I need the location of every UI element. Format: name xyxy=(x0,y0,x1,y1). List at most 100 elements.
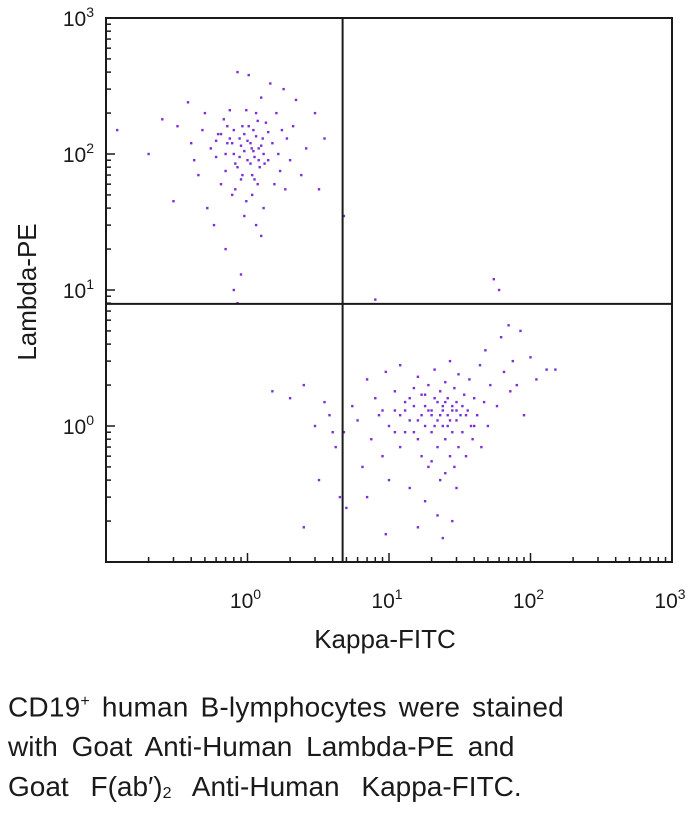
data-point xyxy=(172,200,175,203)
caption-line-3: Goat F(ab′)2 Anti-Human Kappa-FITC. xyxy=(8,767,698,814)
data-point xyxy=(228,109,231,112)
data-point xyxy=(214,139,218,142)
data-point xyxy=(246,139,249,142)
caption-line-2: with Goat Anti-Human Lambda-PE and xyxy=(8,731,515,763)
data-point xyxy=(484,349,487,352)
data-point xyxy=(436,400,439,404)
data-point xyxy=(399,445,402,449)
data-point xyxy=(323,400,326,404)
data-point xyxy=(267,159,270,162)
x-tick-label: 102 xyxy=(513,586,544,613)
data-point xyxy=(222,118,225,121)
data-point xyxy=(393,409,397,412)
data-point xyxy=(226,125,229,128)
data-point xyxy=(446,424,449,428)
data-point xyxy=(469,424,473,428)
data-point xyxy=(387,478,391,482)
data-point xyxy=(262,206,265,210)
data-point xyxy=(423,500,427,503)
data-point xyxy=(232,128,235,132)
caption-fab: Goat F(ab′) xyxy=(8,771,163,803)
data-point xyxy=(444,400,447,404)
data-point xyxy=(214,155,218,159)
data-point xyxy=(436,514,439,517)
data-point xyxy=(342,214,346,218)
caption-fab-subscript: 2 xyxy=(162,785,172,803)
data-point xyxy=(427,383,430,387)
data-point xyxy=(197,173,200,177)
data-point xyxy=(260,96,263,99)
data-point xyxy=(423,404,427,408)
data-point xyxy=(511,359,514,363)
data-point xyxy=(212,223,216,227)
data-point xyxy=(420,455,423,458)
data-point xyxy=(253,155,256,159)
data-point xyxy=(239,273,243,276)
y-axis-title: Lambda-PE xyxy=(12,223,42,360)
data-point xyxy=(457,373,460,376)
data-point xyxy=(430,460,433,463)
data-point xyxy=(436,419,439,422)
data-point xyxy=(275,111,278,115)
data-point xyxy=(262,152,265,156)
data-point xyxy=(433,424,436,428)
data-point xyxy=(247,73,250,77)
data-point xyxy=(264,121,268,124)
data-point xyxy=(444,472,447,475)
figure-caption: CD19+ human B-lymphocytes were stained w… xyxy=(8,682,698,814)
data-point xyxy=(245,109,248,112)
data-point xyxy=(461,404,464,408)
data-point xyxy=(473,424,476,428)
data-point xyxy=(441,409,444,412)
data-point xyxy=(408,486,411,490)
caption-line-1: CD19+ human B-lymphocytes were stained xyxy=(8,682,698,727)
data-point xyxy=(254,111,258,115)
data-point xyxy=(224,169,227,173)
y-tick-label: 102 xyxy=(63,140,94,167)
data-point xyxy=(239,178,243,181)
data-point xyxy=(441,536,444,540)
data-point xyxy=(473,397,476,400)
data-point xyxy=(451,409,454,412)
data-point xyxy=(249,162,252,165)
data-point xyxy=(252,149,255,153)
data-point xyxy=(486,424,490,428)
data-point xyxy=(499,336,503,339)
data-point xyxy=(219,183,223,186)
data-point xyxy=(224,247,227,251)
y-tick-label: 100 xyxy=(63,412,94,439)
data-point xyxy=(464,414,468,417)
data-point xyxy=(257,159,260,162)
data-point xyxy=(453,465,456,469)
data-point xyxy=(427,465,430,469)
data-point xyxy=(147,152,150,156)
data-point xyxy=(365,495,369,499)
data-point xyxy=(446,414,449,417)
data-point xyxy=(387,424,391,428)
data-point xyxy=(403,400,407,404)
data-point xyxy=(393,390,397,393)
data-point xyxy=(236,70,239,74)
data-point xyxy=(502,370,506,374)
data-point xyxy=(370,438,373,441)
data-point xyxy=(231,193,234,197)
data-point xyxy=(258,166,261,169)
data-point xyxy=(451,431,454,434)
data-point xyxy=(356,419,359,422)
data-point xyxy=(256,119,259,123)
data-point xyxy=(273,183,276,186)
data-point xyxy=(448,455,452,458)
data-point xyxy=(305,147,308,150)
y-tick-label: 103 xyxy=(63,4,94,31)
data-point xyxy=(393,431,397,434)
data-point xyxy=(420,393,423,396)
data-point xyxy=(529,356,532,359)
data-point xyxy=(302,383,305,387)
data-point xyxy=(377,414,381,417)
data-point xyxy=(323,137,326,140)
data-point xyxy=(399,414,402,417)
data-point xyxy=(399,364,402,367)
data-point xyxy=(497,288,501,292)
data-point xyxy=(243,132,246,136)
data-point xyxy=(448,359,452,363)
